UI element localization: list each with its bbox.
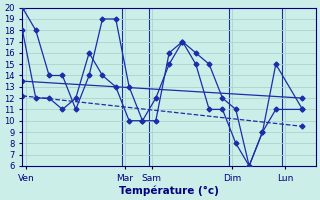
X-axis label: Température (°c): Température (°c): [119, 185, 219, 196]
